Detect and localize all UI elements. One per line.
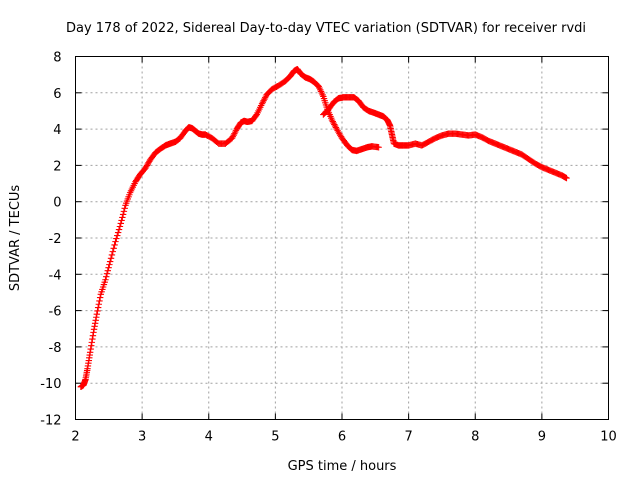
x-tick-label: 5 (271, 430, 279, 445)
data-point (375, 144, 382, 151)
data-point (113, 235, 120, 242)
data-point (86, 349, 94, 356)
data-point (103, 273, 110, 280)
data-point (259, 98, 267, 106)
data-point (142, 164, 149, 172)
grid-lines (75, 56, 609, 420)
data-point (107, 255, 115, 262)
y-tick-label: 0 (53, 196, 61, 211)
plot-frame (75, 56, 609, 420)
data-point (121, 205, 128, 212)
data-point (88, 339, 96, 346)
y-tick-label: 6 (53, 87, 61, 102)
data-point (118, 217, 125, 224)
x-tick-label: 7 (404, 430, 412, 445)
x-tick-label: 6 (338, 430, 346, 445)
data-point (106, 258, 114, 265)
data-point (93, 314, 100, 321)
data-point (96, 294, 104, 301)
y-tick-label: 8 (53, 51, 61, 66)
data-point (119, 214, 126, 221)
data-point (145, 159, 152, 166)
data-point (261, 94, 269, 101)
data-point (90, 326, 98, 333)
data-point (328, 116, 336, 124)
data-point (93, 311, 101, 318)
data-point (563, 174, 570, 182)
y-tick-label: 2 (53, 159, 61, 174)
data-point (331, 122, 339, 130)
data-point (111, 241, 118, 249)
data-point (115, 226, 123, 233)
data-point (116, 223, 124, 230)
data-point (104, 267, 112, 274)
data-point (110, 245, 117, 252)
data-point (90, 329, 97, 336)
data-point (329, 118, 336, 125)
data-point (143, 162, 151, 169)
x-tick-label: 3 (138, 430, 146, 445)
x-tick-label: 4 (205, 430, 213, 445)
data-point (91, 320, 99, 327)
data-point (89, 332, 97, 339)
x-tick-label: 9 (538, 430, 546, 445)
data-point (96, 297, 103, 305)
chart-title: Day 178 of 2022, Sidereal Day-to-day VTE… (66, 21, 586, 36)
data-point (109, 248, 117, 255)
data-point (117, 220, 125, 227)
data-points (77, 66, 570, 391)
data-point (330, 119, 337, 127)
y-tick-label: 4 (53, 123, 61, 138)
y-tick-label: -8 (49, 341, 62, 356)
series-arc-1 (77, 66, 382, 391)
data-point (102, 276, 109, 283)
series-arc-2 (320, 94, 570, 182)
data-point (143, 163, 150, 170)
data-point (231, 130, 238, 137)
x-axis-label: GPS time / hours (288, 459, 397, 474)
data-point (89, 335, 96, 343)
data-point (88, 342, 95, 349)
data-point (120, 208, 128, 215)
data-point (260, 97, 267, 104)
data-point (112, 238, 119, 245)
data-point (94, 307, 101, 315)
data-point (95, 301, 103, 308)
data-point (229, 133, 237, 140)
data-point (228, 134, 236, 142)
x-tick-label: 10 (600, 430, 617, 445)
data-point (144, 160, 151, 168)
data-point (106, 261, 113, 268)
y-axis-label: SDTVAR / TECUs (8, 185, 23, 292)
data-point (231, 128, 239, 136)
data-point (258, 100, 266, 107)
data-point (119, 211, 127, 218)
data-point (230, 131, 237, 139)
data-point (91, 323, 98, 330)
y-tick-label: -6 (49, 305, 62, 320)
data-point (94, 304, 102, 311)
y-tick-label: -2 (49, 232, 62, 247)
data-point (92, 317, 99, 324)
tick-labels: 2 3 4 5 6 7 8 9 10 -12 -10 -8 -6 -4 -2 0 2 4 6 8 (40, 51, 617, 445)
y-tick-label: -12 (40, 414, 61, 429)
data-point (105, 264, 112, 271)
y-tick-label: -4 (49, 268, 62, 283)
data-point (331, 121, 338, 128)
data-point (103, 270, 111, 277)
data-point (114, 232, 121, 239)
x-tick-label: 2 (71, 430, 79, 445)
data-point (261, 95, 268, 103)
data-point (87, 345, 94, 353)
data-point (114, 229, 122, 236)
x-tick-label: 8 (471, 430, 479, 445)
y-tick-label: -10 (40, 377, 61, 392)
data-point (108, 251, 116, 259)
